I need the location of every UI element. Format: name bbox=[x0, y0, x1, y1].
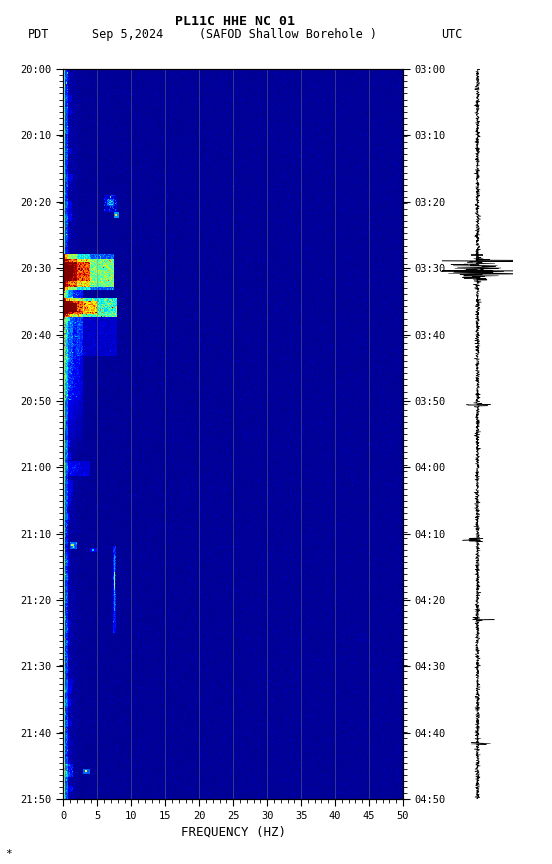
Text: *: * bbox=[6, 849, 12, 859]
X-axis label: FREQUENCY (HZ): FREQUENCY (HZ) bbox=[181, 825, 286, 838]
Text: PDT: PDT bbox=[28, 28, 49, 41]
Text: Sep 5,2024     (SAFOD Shallow Borehole ): Sep 5,2024 (SAFOD Shallow Borehole ) bbox=[92, 28, 377, 41]
Text: UTC: UTC bbox=[442, 28, 463, 41]
Text: PL11C HHE NC 01: PL11C HHE NC 01 bbox=[174, 15, 295, 28]
